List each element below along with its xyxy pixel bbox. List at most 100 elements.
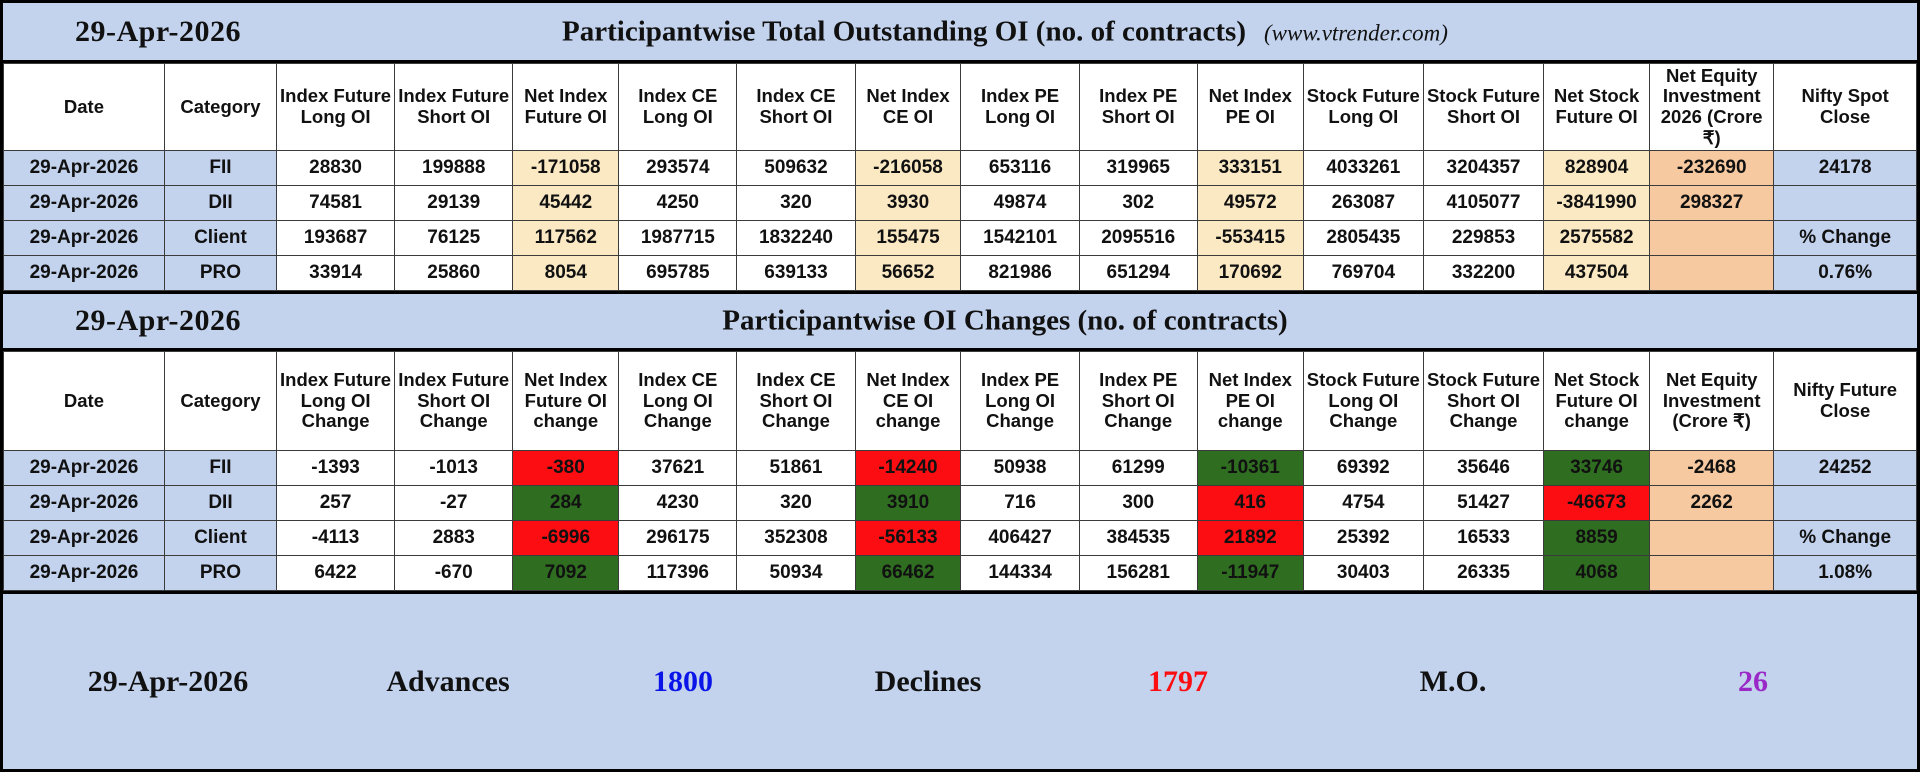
cell-category: DII: [163, 485, 277, 521]
cell-date: 29-Apr-2026: [3, 555, 165, 591]
th-idx-pe-short: Index PE Short OI: [1078, 63, 1198, 151]
market-breadth-footer: 29-Apr-2026 Advances 1800 Declines 1797 …: [3, 591, 1917, 769]
cell-stk-fut-short: 51427: [1422, 485, 1545, 521]
th-idx-ce-short: Index CE Short OI: [736, 63, 856, 151]
cell-stk-fut-long: 263087: [1302, 185, 1424, 221]
cell-stk-fut-long: 2805435: [1302, 220, 1424, 256]
table-row: 29-Apr-2026 FII 28830 199888 -171058 293…: [3, 150, 1917, 186]
th-net-stk-fut: Net Stock Future OI change: [1543, 351, 1651, 451]
th-idx-fut-short: Index Future Short OI: [394, 63, 514, 151]
table-row: 29-Apr-2026 PRO 6422 -670 7092 117396 50…: [3, 555, 1917, 591]
advances-label: Advances: [386, 664, 510, 698]
table1-banner-title: Participantwise Total Outstanding OI (no…: [3, 15, 1917, 48]
cell-stk-fut-long: 30403: [1302, 555, 1424, 591]
cell-net-idx-fut: 284: [512, 485, 620, 521]
cell-idx-fut-long: 257: [275, 485, 396, 521]
table-row: 29-Apr-2026 DII 257 -27 284 4230 320 391…: [3, 485, 1917, 521]
cell-idx-ce-long: 117396: [618, 555, 738, 591]
cell-net-idx-ce: 3930: [854, 185, 962, 221]
cell-idx-pe-short: 302: [1078, 185, 1198, 221]
table-row: 29-Apr-2026 Client 193687 76125 117562 1…: [3, 220, 1917, 256]
th-net-idx-ce: Net Index CE OI change: [854, 351, 962, 451]
th-stk-fut-short: Stock Future Short OI Change: [1422, 351, 1545, 451]
cell-net-idx-pe: -10361: [1196, 450, 1304, 486]
th-net-equity: Net Equity Investment (Crore ₹): [1649, 351, 1775, 451]
cell-idx-fut-short: 29139: [394, 185, 514, 221]
table2-wrap: Date Category Index Future Long OI Chang…: [3, 351, 1917, 591]
cell-idx-ce-short: 51861: [736, 450, 856, 486]
cell-idx-pe-long: 406427: [960, 520, 1080, 556]
site-url: (www.vtrender.com): [1263, 20, 1448, 45]
cell-idx-fut-long: 33914: [275, 255, 396, 291]
th-idx-pe-long: Index PE Long OI: [960, 63, 1080, 151]
table-row: 29-Apr-2026 FII -1393 -1013 -380 37621 5…: [3, 450, 1917, 486]
cell-idx-pe-long: 821986: [960, 255, 1080, 291]
th-category: Category: [163, 351, 277, 451]
cell-net-idx-pe: -553415: [1196, 220, 1304, 256]
cell-net-equity: [1649, 555, 1775, 591]
table2-banner: 29-Apr-2026 Participantwise OI Changes (…: [3, 291, 1917, 351]
cell-idx-pe-short: 319965: [1078, 150, 1198, 186]
th-stk-fut-long: Stock Future Long OI: [1302, 63, 1424, 151]
cell-idx-ce-long: 293574: [618, 150, 738, 186]
cell-idx-ce-short: 352308: [736, 520, 856, 556]
cell-net-idx-fut: 117562: [512, 220, 620, 256]
th-stk-fut-long: Stock Future Long OI Change: [1302, 351, 1424, 451]
cell-net-idx-fut: -6996: [512, 520, 620, 556]
cell-net-equity: -232690: [1649, 150, 1775, 186]
cell-idx-fut-short: 199888: [394, 150, 514, 186]
cell-category: PRO: [163, 255, 277, 291]
table1-banner-date: 29-Apr-2026: [75, 14, 242, 48]
cell-idx-ce-short: 320: [736, 485, 856, 521]
th-idx-fut-long: Index Future Long OI: [275, 63, 396, 151]
cell-idx-pe-long: 716: [960, 485, 1080, 521]
cell-net-stk-fut: -3841990: [1543, 185, 1651, 221]
cell-idx-ce-short: 1832240: [736, 220, 856, 256]
cell-idx-fut-long: 6422: [275, 555, 396, 591]
cell-net-equity: [1649, 220, 1775, 256]
cell-net-stk-fut: 437504: [1543, 255, 1651, 291]
cell-category: FII: [163, 150, 277, 186]
th-net-idx-pe: Net Index PE OI: [1196, 63, 1304, 151]
advances-value: 1800: [653, 664, 713, 698]
table2-header-row: Date Category Index Future Long OI Chang…: [3, 351, 1917, 451]
th-nifty-spot: Nifty Spot Close: [1773, 63, 1917, 151]
cell-idx-fut-short: 76125: [394, 220, 514, 256]
cell-net-idx-pe: 170692: [1196, 255, 1304, 291]
cell-idx-pe-short: 2095516: [1078, 220, 1198, 256]
cell-stk-fut-long: 4754: [1302, 485, 1424, 521]
th-net-idx-fut: Net Index Future OI change: [512, 351, 620, 451]
th-idx-pe-long: Index PE Long OI Change: [960, 351, 1080, 451]
th-net-idx-ce: Net Index CE OI: [854, 63, 962, 151]
cell-nifty-close: [1773, 485, 1917, 521]
cell-stk-fut-short: 229853: [1422, 220, 1545, 256]
footer-date: 29-Apr-2026: [87, 664, 249, 698]
cell-stk-fut-long: 25392: [1302, 520, 1424, 556]
th-idx-ce-long: Index CE Long OI Change: [618, 351, 738, 451]
cell-idx-ce-short: 509632: [736, 150, 856, 186]
cell-idx-ce-long: 4250: [618, 185, 738, 221]
cell-net-equity: 298327: [1649, 185, 1775, 221]
cell-date: 29-Apr-2026: [3, 185, 165, 221]
th-net-equity: Net Equity Investment 2026 (Crore ₹): [1649, 63, 1775, 151]
pct-change-label: % Change: [1773, 520, 1917, 556]
table2-banner-date: 29-Apr-2026: [75, 304, 242, 337]
outstanding-oi-table: Date Category Index Future Long OI Index…: [3, 63, 1917, 291]
cell-net-stk-fut: -46673: [1543, 485, 1651, 521]
cell-stk-fut-short: 26335: [1422, 555, 1545, 591]
cell-net-idx-pe: 416: [1196, 485, 1304, 521]
cell-net-stk-fut: 4068: [1543, 555, 1651, 591]
cell-date: 29-Apr-2026: [3, 220, 165, 256]
declines-label: Declines: [874, 664, 982, 698]
cell-idx-pe-short: 61299: [1078, 450, 1198, 486]
cell-net-idx-fut: 45442: [512, 185, 620, 221]
oi-changes-table: Date Category Index Future Long OI Chang…: [3, 351, 1917, 591]
th-date: Date: [3, 63, 165, 151]
cell-idx-pe-short: 300: [1078, 485, 1198, 521]
table2-banner-title: Participantwise OI Changes (no. of contr…: [722, 304, 1288, 337]
table-row: 29-Apr-2026 PRO 33914 25860 8054 695785 …: [3, 255, 1917, 291]
cell-net-idx-ce: -56133: [854, 520, 962, 556]
cell-idx-ce-long: 1987715: [618, 220, 738, 256]
table1-title-text: Participantwise Total Outstanding OI (no…: [562, 15, 1246, 47]
